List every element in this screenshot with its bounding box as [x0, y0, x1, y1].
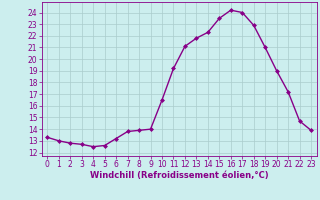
X-axis label: Windchill (Refroidissement éolien,°C): Windchill (Refroidissement éolien,°C)	[90, 171, 268, 180]
